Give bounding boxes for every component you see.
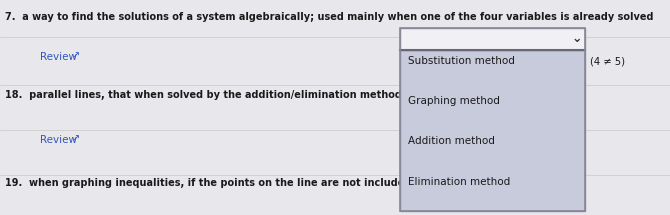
Text: ↗: ↗ [72,133,80,143]
Text: 18.  parallel lines, that when solved by the addition/elimination method will re: 18. parallel lines, that when solved by … [5,90,491,100]
Bar [400,28,585,211]
Bar [400,50,585,211]
Text: Elimination method: Elimination method [408,177,511,187]
Text: ⌄: ⌄ [572,32,582,45]
Text: Review: Review [40,52,77,62]
Bar [400,28,585,50]
Text: 7.  a way to find the solutions of a system algebraically; used mainly when one : 7. a way to find the solutions of a syst… [5,12,653,22]
Text: ↗: ↗ [72,50,80,60]
Text: Substitution method: Substitution method [408,56,515,66]
Text: Review: Review [40,135,77,145]
Text: 19.  when graphing inequalities, if the points on the line are not included: 19. when graphing inequalities, if the p… [5,178,411,188]
Text: (4 ≠ 5): (4 ≠ 5) [590,56,625,66]
Text: Graphing method: Graphing method [408,96,500,106]
Text: Addition method: Addition method [408,137,495,146]
